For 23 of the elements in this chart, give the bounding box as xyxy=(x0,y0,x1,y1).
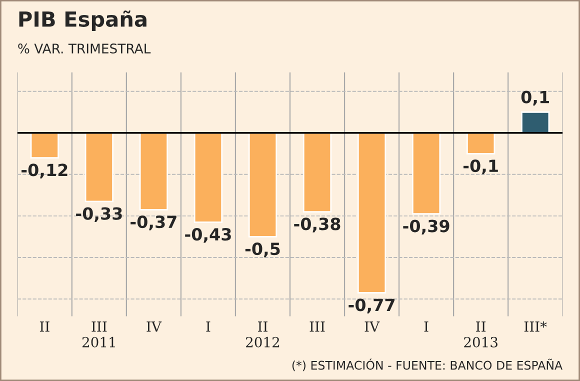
chart-subtitle: % VAR. TRIMESTRAL xyxy=(18,44,151,54)
x-tick-label: II 2013 xyxy=(464,322,498,348)
text: (*) ESTIMACIÓN - FUENTE: BANCO DE ESPAÑA xyxy=(292,358,562,372)
x-tick-label: IV xyxy=(146,322,162,332)
x-tick-label: III* xyxy=(524,321,547,332)
x-tick-label: II xyxy=(40,322,50,332)
data-label: -0,33 xyxy=(76,207,122,222)
data-label: -0,43 xyxy=(185,228,231,243)
x-tick-label: II 2012 xyxy=(246,322,280,348)
data-label: -0,37 xyxy=(130,216,176,230)
x-tick-label: IV xyxy=(364,322,380,332)
data-label: -0,5 xyxy=(245,242,280,258)
data-label: -0,38 xyxy=(294,218,340,232)
x-tick-label: I xyxy=(424,322,428,332)
data-label: -0,12 xyxy=(22,164,68,178)
x-tick-label: III xyxy=(310,322,325,332)
x-tick-label: III 2011 xyxy=(82,322,115,348)
data-label: -0,1 xyxy=(464,160,498,174)
x-tick-label: I xyxy=(206,322,210,332)
chart-title: PIB España xyxy=(19,10,146,32)
data-label: -0,39 xyxy=(403,220,450,234)
data-label: -0,77 xyxy=(348,298,394,314)
data-label: 0,1 xyxy=(521,90,549,106)
